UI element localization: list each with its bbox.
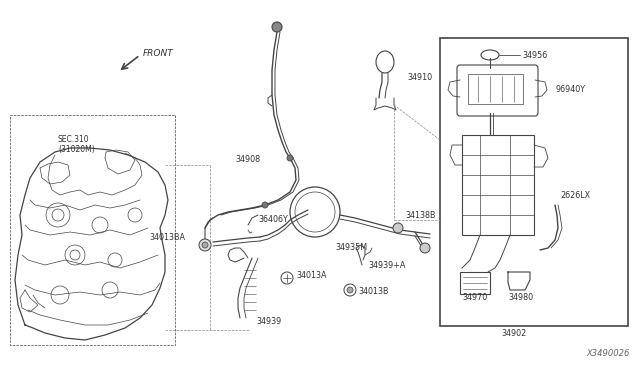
Text: SEC.310
(31020M): SEC.310 (31020M) bbox=[58, 135, 95, 154]
Text: 96940Y: 96940Y bbox=[555, 86, 585, 94]
Text: 2626LX: 2626LX bbox=[560, 190, 590, 199]
Text: 34935M: 34935M bbox=[335, 244, 367, 253]
Circle shape bbox=[420, 243, 430, 253]
Text: 34970: 34970 bbox=[462, 294, 487, 302]
Bar bbox=[462, 135, 534, 235]
Bar bbox=[440, 38, 628, 326]
Text: 34013A: 34013A bbox=[296, 272, 326, 280]
Circle shape bbox=[393, 223, 403, 233]
Text: X3490026: X3490026 bbox=[587, 349, 630, 358]
Text: FRONT: FRONT bbox=[143, 48, 173, 58]
Text: 36406Y: 36406Y bbox=[258, 215, 288, 224]
Bar bbox=[468, 74, 523, 104]
Text: 34939+A: 34939+A bbox=[368, 260, 405, 269]
Circle shape bbox=[199, 239, 211, 251]
Text: 34956: 34956 bbox=[522, 51, 547, 60]
Bar bbox=[460, 272, 490, 294]
Circle shape bbox=[202, 242, 208, 248]
Text: 34138B: 34138B bbox=[405, 211, 435, 219]
Circle shape bbox=[272, 22, 282, 32]
Text: 34910: 34910 bbox=[407, 74, 432, 83]
Text: 34939: 34939 bbox=[256, 317, 281, 327]
Text: 34902: 34902 bbox=[501, 330, 527, 339]
Text: 34013B: 34013B bbox=[358, 288, 388, 296]
Circle shape bbox=[347, 287, 353, 293]
Circle shape bbox=[287, 155, 293, 161]
Text: 34980: 34980 bbox=[508, 294, 533, 302]
Text: 34908: 34908 bbox=[235, 155, 260, 164]
Circle shape bbox=[262, 202, 268, 208]
Text: 34013BA: 34013BA bbox=[149, 234, 185, 243]
